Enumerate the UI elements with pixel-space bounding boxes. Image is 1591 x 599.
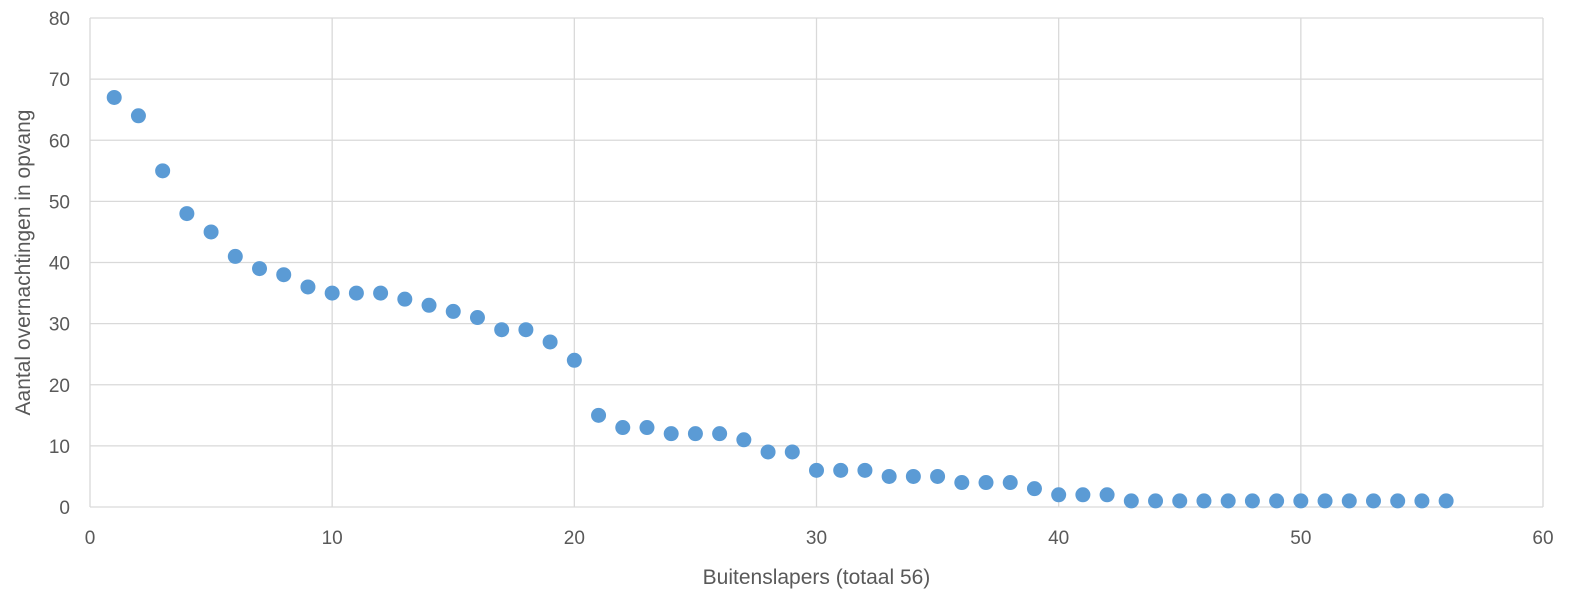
data-point [106, 89, 122, 105]
data-point [518, 322, 534, 338]
x-axis-title: Buitenslapers (totaal 56) [703, 566, 931, 589]
data-point [1051, 487, 1067, 503]
y-tick-label: 80 [49, 9, 70, 30]
data-point [663, 426, 679, 442]
y-tick-label: 60 [49, 131, 70, 152]
data-point [833, 462, 849, 478]
x-tick-label: 30 [806, 528, 827, 549]
data-point [1148, 493, 1164, 509]
y-tick-label: 0 [59, 498, 70, 519]
data-point [373, 285, 389, 301]
tick-labels: 0 10 20 30 40 50 60 70 80 0 10 20 30 40 50 60 [49, 9, 1554, 549]
data-point [905, 468, 921, 484]
data-point [591, 407, 607, 423]
data-point [1414, 493, 1430, 509]
data-point [1172, 493, 1188, 509]
data-point [1293, 493, 1309, 509]
data-point [712, 426, 728, 442]
data-point [1438, 493, 1454, 509]
data-point [639, 420, 655, 436]
data-point [1244, 493, 1260, 509]
data-point [227, 248, 243, 264]
data-point [1341, 493, 1357, 509]
data-point [421, 297, 437, 313]
y-axis-title: Aantal overnachtingen in opvang [12, 110, 35, 416]
data-point [542, 334, 558, 350]
x-tick-label: 50 [1290, 528, 1311, 549]
data-point [1317, 493, 1333, 509]
data-point [615, 420, 631, 436]
data-point [1026, 481, 1042, 497]
data-point [566, 352, 582, 368]
data-point [1123, 493, 1139, 509]
data-point [1220, 493, 1236, 509]
data-point [469, 310, 485, 326]
data-point [348, 285, 364, 301]
y-tick-label: 20 [49, 376, 70, 397]
data-point [760, 444, 776, 460]
data-point [324, 285, 340, 301]
y-tick-label: 50 [49, 192, 70, 213]
data-point [930, 468, 946, 484]
data-point [1365, 493, 1381, 509]
data-point [1075, 487, 1091, 503]
data-point [1002, 475, 1018, 491]
data-point [203, 224, 219, 240]
data-point [784, 444, 800, 460]
y-tick-label: 30 [49, 315, 70, 336]
data-point [300, 279, 316, 295]
data-point [857, 462, 873, 478]
data-point [881, 468, 897, 484]
data-point [494, 322, 510, 338]
data-point [736, 432, 752, 448]
y-tick-label: 10 [49, 437, 70, 458]
data-point [397, 291, 413, 307]
data-point [252, 261, 268, 277]
x-tick-label: 20 [564, 528, 585, 549]
data-point [1269, 493, 1285, 509]
data-point [179, 206, 195, 222]
data-point [1390, 493, 1406, 509]
data-point [954, 475, 970, 491]
data-point [445, 303, 461, 319]
x-tick-label: 60 [1532, 528, 1553, 549]
data-point [155, 163, 171, 179]
y-tick-label: 40 [49, 254, 70, 275]
data-points [106, 89, 1454, 509]
data-point [1196, 493, 1212, 509]
data-point [809, 462, 824, 478]
data-point [276, 267, 292, 283]
x-tick-label: 0 [85, 528, 96, 549]
x-tick-label: 10 [322, 528, 343, 549]
grid-lines [89, 17, 1544, 508]
data-point [978, 475, 994, 491]
x-tick-label: 40 [1048, 528, 1069, 549]
data-point [687, 426, 703, 442]
y-tick-label: 70 [49, 70, 70, 91]
data-point [1099, 487, 1115, 503]
data-point [130, 108, 146, 124]
